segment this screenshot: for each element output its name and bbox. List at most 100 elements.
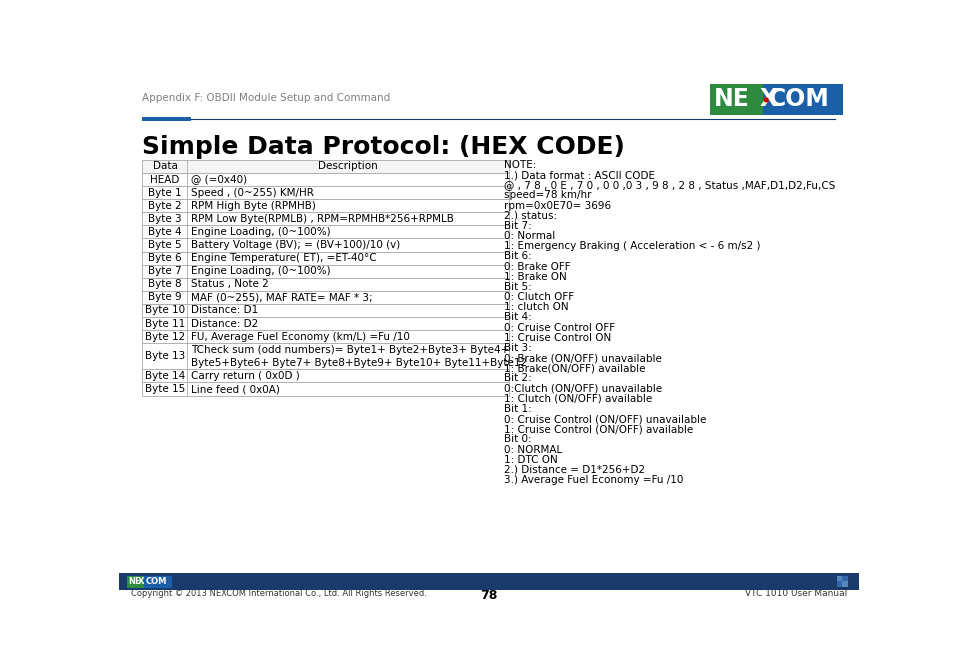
Text: 2.) Distance = D1*256+D2: 2.) Distance = D1*256+D2 [503,465,644,475]
Text: Battery Voltage (BV); = (BV+100)/10 (v): Battery Voltage (BV); = (BV+100)/10 (v) [192,240,400,250]
Bar [142,382,509,396]
Text: Status , Note 2: Status , Note 2 [192,280,269,290]
Bar [142,278,509,291]
Text: @ (=0x40): @ (=0x40) [192,175,247,185]
Text: NE: NE [129,577,141,587]
Text: Line feed ( 0x0A): Line feed ( 0x0A) [192,384,280,394]
Text: 0: Cruise Control (ON/OFF) unavailable: 0: Cruise Control (ON/OFF) unavailable [503,414,705,424]
Bar [142,343,509,370]
Text: 0: Brake OFF: 0: Brake OFF [503,261,570,271]
Text: COM: COM [146,577,167,587]
Bar [142,265,509,278]
Text: 0: Cruise Control OFF: 0: Cruise Control OFF [503,323,614,333]
Text: Bit 5:: Bit 5: [503,282,531,292]
Bar [142,304,509,317]
Text: Simple Data Protocol: (HEX CODE): Simple Data Protocol: (HEX CODE) [142,134,625,159]
Text: MAF (0~255), MAF RATE= MAF * 3;: MAF (0~255), MAF RATE= MAF * 3; [192,292,373,302]
Text: Distance: D1: Distance: D1 [192,306,258,315]
Text: Bit 3:: Bit 3: [503,343,531,353]
Text: 0: Brake (ON/OFF) unavailable: 0: Brake (ON/OFF) unavailable [503,353,660,363]
Text: 1: Emergency Braking ( Acceleration < - 6 m/s2 ): 1: Emergency Braking ( Acceleration < - … [503,241,760,251]
Bar [142,212,509,225]
Text: 3.) Average Fuel Economy =Fu /10: 3.) Average Fuel Economy =Fu /10 [503,475,682,485]
Text: Byte 14: Byte 14 [145,371,185,381]
Text: HEAD: HEAD [151,175,179,185]
Text: Byte 7: Byte 7 [148,266,182,276]
Text: TCheck sum (odd numbers)= Byte1+ Byte2+Byte3+ Byte4+: TCheck sum (odd numbers)= Byte1+ Byte2+B… [192,345,509,355]
Bar [142,239,509,251]
Circle shape [763,98,767,102]
Text: Bit 1:: Bit 1: [503,404,531,414]
Bar [142,160,509,173]
Text: Byte 8: Byte 8 [148,280,182,290]
Text: COM: COM [768,87,829,111]
Text: 0: Clutch OFF: 0: Clutch OFF [503,292,573,302]
Text: @ , 7 8 , 0 E , 7 0 , 0 0 ,0 3 , 9 8 , 2 8 , Status ,MAF,D1,D2,Fu,CS: @ , 7 8 , 0 E , 7 0 , 0 0 ,0 3 , 9 8 , 2… [503,180,834,190]
Text: FU, Average Fuel Economy (km/L) =Fu /10: FU, Average Fuel Economy (km/L) =Fu /10 [192,332,410,341]
Text: Bit 6:: Bit 6: [503,251,531,261]
Bar [841,576,847,581]
Text: 2.) status:: 2.) status: [503,211,557,221]
Text: 1: DTC ON: 1: DTC ON [503,455,557,465]
Bar [836,581,841,587]
Text: Byte 11: Byte 11 [145,319,185,329]
Text: X: X [137,577,144,587]
Bar [127,576,144,588]
Text: Byte 15: Byte 15 [145,384,185,394]
Text: RPM High Byte (RPMHB): RPM High Byte (RPMHB) [192,201,315,211]
Text: 0:Clutch (ON/OFF) unavailable: 0:Clutch (ON/OFF) unavailable [503,384,661,394]
Text: Bit 7:: Bit 7: [503,221,531,231]
Bar [142,291,509,304]
Text: 1: Cruise Control ON: 1: Cruise Control ON [503,333,610,343]
Text: Byte 10: Byte 10 [145,306,185,315]
Bar [709,84,762,114]
Bar [142,186,509,199]
Text: Byte 5: Byte 5 [148,240,182,250]
Text: Appendix F: OBDII Module Setup and Command: Appendix F: OBDII Module Setup and Comma… [142,93,391,103]
Text: Distance: D2: Distance: D2 [192,319,258,329]
Bar [142,370,509,382]
Text: 0: Normal: 0: Normal [503,231,555,241]
Text: Engine Temperature( ET), =ET-40°C: Engine Temperature( ET), =ET-40°C [192,253,376,263]
Text: Data: Data [152,161,177,171]
Text: Byte 4: Byte 4 [148,227,182,237]
Text: Copyright © 2013 NEXCOM International Co., Ltd. All Rights Reserved.: Copyright © 2013 NEXCOM International Co… [131,589,426,598]
Text: 1: clutch ON: 1: clutch ON [503,302,568,312]
Text: NE: NE [713,87,749,111]
Bar [142,317,509,330]
Text: Description: Description [318,161,377,171]
Text: 1: Brake(ON/OFF) available: 1: Brake(ON/OFF) available [503,364,644,373]
Text: Byte 1: Byte 1 [148,187,182,198]
Text: Byte 2: Byte 2 [148,201,182,211]
Text: rpm=0x0E70= 3696: rpm=0x0E70= 3696 [503,201,610,210]
Bar [142,199,509,212]
Text: Bit 0:: Bit 0: [503,434,531,444]
Text: RPM Low Byte(RPMLB) , RPM=RPMHB*256+RPMLB: RPM Low Byte(RPMLB) , RPM=RPMHB*256+RPML… [192,214,454,224]
Text: Byte 9: Byte 9 [148,292,182,302]
Bar [142,173,509,186]
Text: 1.) Data format : ASCII CODE: 1.) Data format : ASCII CODE [503,170,654,180]
Bar [142,251,509,265]
Text: Engine Loading, (0~100%): Engine Loading, (0~100%) [192,227,331,237]
Bar [142,117,191,122]
Text: Bit 4:: Bit 4: [503,312,531,323]
Text: Byte 13: Byte 13 [145,351,185,362]
Text: Speed , (0~255) KM/HR: Speed , (0~255) KM/HR [192,187,314,198]
Bar [144,576,172,588]
Text: 1: Cruise Control (ON/OFF) available: 1: Cruise Control (ON/OFF) available [503,424,692,434]
Bar [841,581,847,587]
Text: 1: Clutch (ON/OFF) available: 1: Clutch (ON/OFF) available [503,394,651,404]
Text: Byte5+Byte6+ Byte7+ Byte8+Byte9+ Byte10+ Byte11+Byte12: Byte5+Byte6+ Byte7+ Byte8+Byte9+ Byte10+… [192,358,527,368]
Text: X: X [760,87,778,111]
Bar [836,576,841,581]
Text: Byte 6: Byte 6 [148,253,182,263]
Text: Byte 3: Byte 3 [148,214,182,224]
Bar [142,225,509,239]
Text: 0: NORMAL: 0: NORMAL [503,445,561,454]
Bar [142,330,509,343]
Text: Bit 2:: Bit 2: [503,374,531,384]
Text: Carry return ( 0x0D ): Carry return ( 0x0D ) [192,371,300,381]
Text: 1: Brake ON: 1: Brake ON [503,271,566,282]
Bar [709,84,842,114]
Text: VTC 1010 User Manual: VTC 1010 User Manual [744,589,846,598]
